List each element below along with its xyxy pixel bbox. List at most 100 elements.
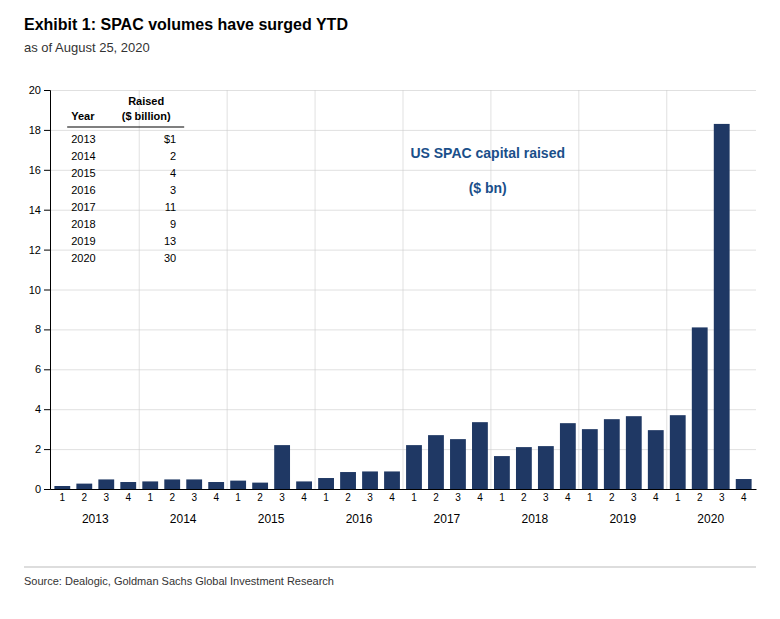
x-tick-label: 1	[147, 492, 153, 503]
y-tick-label: 14	[29, 204, 41, 216]
x-tick: 3	[367, 489, 373, 503]
table-cell: 3	[170, 184, 176, 196]
y-tick-mark	[44, 90, 50, 91]
y-tick-mark	[44, 170, 50, 171]
subtitle: as of August 25, 2020	[24, 40, 150, 55]
source-rule	[24, 567, 756, 568]
bar	[450, 439, 466, 489]
year-separator	[139, 90, 140, 489]
x-tick-label: 3	[543, 492, 549, 503]
y-tick-mark	[44, 369, 50, 370]
bar	[714, 124, 730, 489]
x-tick: 4	[125, 489, 131, 503]
x-tick: 1	[323, 489, 329, 503]
bar	[120, 482, 136, 489]
bar	[54, 486, 70, 489]
x-tick-label: 3	[103, 492, 109, 503]
x-tick-label: 4	[565, 492, 571, 503]
table-cell: 2013	[71, 133, 95, 145]
table-cell: 2017	[71, 201, 95, 213]
grid-line	[50, 489, 756, 490]
x-tick-label: 4	[301, 492, 307, 503]
year-label: 2020	[697, 512, 724, 526]
bar	[384, 471, 400, 489]
bar	[692, 327, 708, 489]
x-tick: 1	[499, 489, 505, 503]
x-tick: 3	[631, 489, 637, 503]
year-label: 2014	[170, 512, 197, 526]
x-tick-label: 1	[60, 492, 66, 503]
x-axis: 12341234123412341234123412341234	[51, 489, 757, 503]
table-cell: $1	[164, 133, 176, 145]
x-tick: 4	[213, 489, 219, 503]
bars	[54, 124, 751, 489]
x-tick: 4	[653, 489, 659, 503]
table-cell: 13	[164, 235, 176, 247]
y-tick-mark	[44, 130, 50, 131]
x-tick-label: 3	[719, 492, 725, 503]
bar	[296, 481, 312, 489]
y-tick-mark	[44, 290, 50, 291]
table-cell: 2016	[71, 184, 95, 196]
y-tick-label: 4	[35, 403, 41, 415]
bar	[648, 430, 664, 489]
bar	[736, 479, 752, 489]
x-tick: 4	[565, 489, 571, 503]
y-tick-mark	[44, 449, 50, 450]
x-tick-label: 3	[191, 492, 197, 503]
bar	[164, 479, 180, 489]
y-tick-label: 12	[29, 244, 41, 256]
year-label: 2019	[609, 512, 636, 526]
grid	[50, 91, 756, 490]
table-cell: 2014	[71, 150, 95, 162]
x-tick: 1	[147, 489, 153, 503]
x-tick: 3	[455, 489, 461, 503]
table-cell: 2018	[71, 218, 95, 230]
bar	[604, 419, 620, 489]
x-tick: 2	[521, 489, 527, 503]
x-tick-label: 2	[82, 492, 88, 503]
table-cell: 2019	[71, 235, 95, 247]
x-tick-label: 3	[631, 492, 637, 503]
x-tick-label: 4	[477, 492, 483, 503]
title: Exhibit 1: SPAC volumes have surged YTD	[24, 16, 348, 33]
y-tick-mark	[44, 489, 50, 490]
year-separator	[666, 90, 667, 489]
bar	[318, 478, 334, 489]
y-tick: 0	[35, 483, 50, 495]
x-tick-label: 1	[587, 492, 593, 503]
y-axis-line	[44, 91, 51, 490]
year-separator	[227, 90, 228, 489]
year-separator	[315, 90, 316, 489]
x-tick: 1	[411, 489, 417, 503]
table-cell: 9	[170, 218, 176, 230]
x-tick: 3	[103, 489, 109, 503]
table-cell: 30	[164, 252, 176, 264]
bar	[340, 472, 356, 489]
y-tick-label: 8	[35, 323, 41, 335]
table-header: ($ billion)	[122, 110, 171, 122]
bar	[208, 482, 224, 489]
x-tick: 4	[301, 489, 307, 503]
x-tick: 1	[675, 489, 681, 503]
x-tick-label: 2	[169, 492, 175, 503]
plot: 0246810121416182012341234123412341234123…	[29, 84, 757, 526]
y-tick-label: 2	[35, 443, 41, 455]
y-tick: 8	[35, 323, 50, 335]
table-rule	[67, 126, 184, 127]
bar	[186, 479, 202, 489]
bar	[98, 479, 114, 489]
table-cell: 2020	[71, 252, 95, 264]
year-labels: 20132014201520162017201820192020	[82, 512, 724, 526]
table-cell: 11	[165, 201, 176, 213]
table-cell: 2015	[71, 167, 95, 179]
bar	[428, 435, 444, 489]
y-tick-mark	[44, 409, 50, 410]
chart: Exhibit 1: SPAC volumes have surged YTD a…	[0, 0, 780, 619]
x-tick-label: 2	[521, 492, 527, 503]
x-tick-label: 2	[345, 492, 351, 503]
bar	[274, 445, 290, 489]
y-tick-label: 20	[29, 84, 41, 96]
x-tick-label: 3	[279, 492, 285, 503]
bar	[362, 471, 378, 489]
